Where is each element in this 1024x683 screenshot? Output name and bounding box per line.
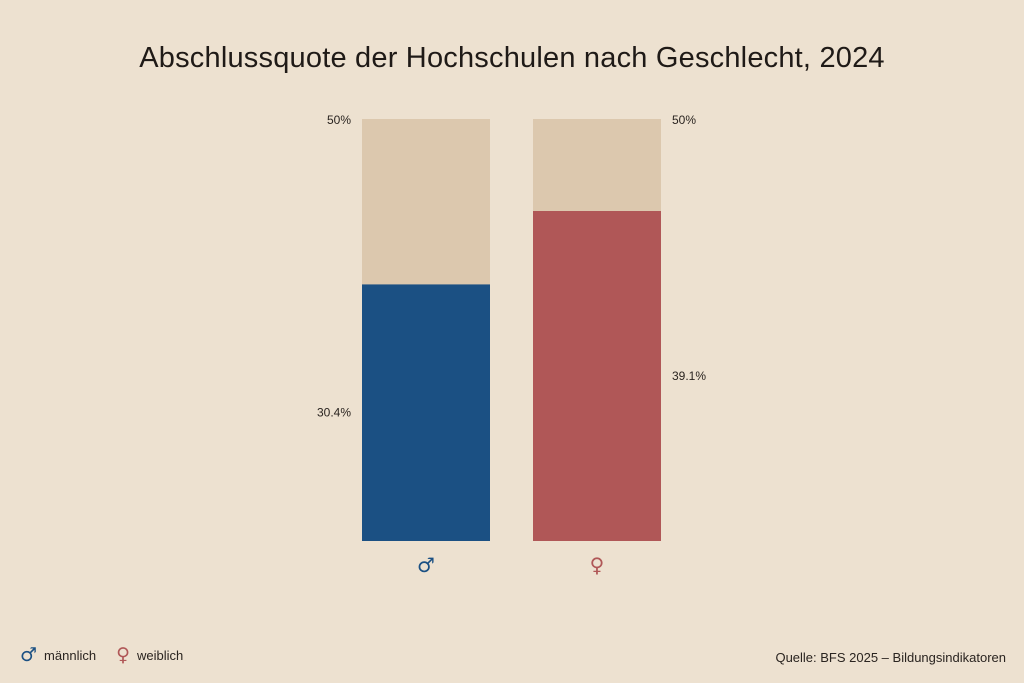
female-symbol-icon: ♀ bbox=[116, 644, 130, 666]
legend-item-female: ♀ weiblich bbox=[116, 646, 183, 665]
chart-title: Abschlussquote der Hochschulen nach Gesc… bbox=[139, 42, 885, 74]
value-label-female: 39.1% bbox=[672, 369, 706, 383]
bar-female bbox=[533, 210, 661, 541]
max-label-female: 50% bbox=[672, 113, 696, 127]
category-symbol-male: ♂ bbox=[417, 553, 435, 577]
source-note: Quelle: BFS 2025 – Bildungsindikatoren bbox=[775, 650, 1006, 665]
max-label-male: 50% bbox=[327, 113, 351, 127]
male-symbol-icon: ♂ bbox=[20, 644, 38, 666]
legend-item-male: ♂ männlich bbox=[20, 646, 96, 665]
legend-label-female: weiblich bbox=[137, 648, 184, 663]
bar-male bbox=[362, 284, 490, 541]
legend-label-male: männlich bbox=[44, 648, 97, 663]
legend: ♂ männlich ♀ weiblich bbox=[20, 646, 203, 665]
value-label-male: 30.4% bbox=[317, 406, 351, 420]
category-symbol-female: ♀ bbox=[590, 553, 605, 577]
